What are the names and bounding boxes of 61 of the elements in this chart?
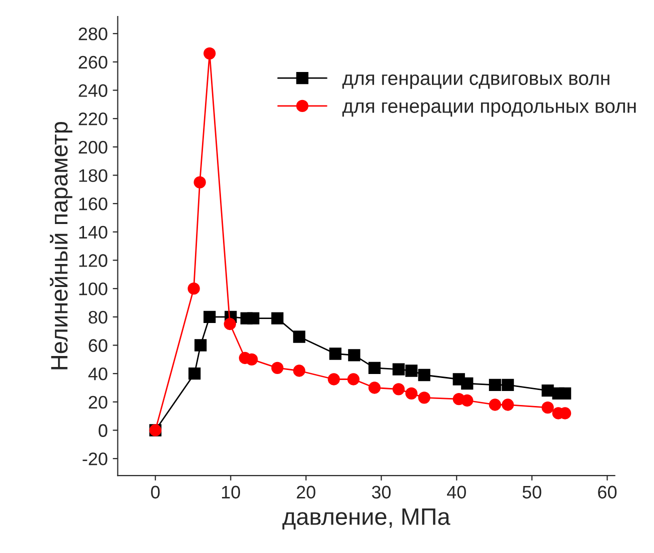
- y-tick-label: 120: [79, 254, 108, 267]
- point: [271, 362, 284, 374]
- y-axis-title: Нелинейный параметр: [50, 122, 72, 370]
- point: [293, 364, 306, 377]
- x-tick-label: 10: [222, 486, 240, 499]
- point: [246, 353, 258, 366]
- point: [405, 387, 418, 400]
- point: [488, 398, 502, 411]
- point: [368, 382, 381, 394]
- y-tick-label: 220: [78, 112, 108, 126]
- point: [502, 398, 514, 411]
- point: [204, 310, 216, 323]
- point: [502, 378, 514, 391]
- point: [488, 378, 502, 391]
- point: [542, 402, 554, 414]
- x-tick-label: 30: [372, 486, 391, 499]
- point: [348, 349, 360, 362]
- point: [329, 348, 342, 360]
- y-tick-label: 180: [79, 169, 108, 182]
- point: [188, 368, 201, 380]
- point: [271, 312, 284, 324]
- point: [247, 312, 260, 324]
- y-tick-label: 240: [78, 84, 108, 97]
- point: [392, 383, 405, 396]
- y-tick-label: 60: [88, 339, 108, 352]
- legend-label: для генрации сдвиговых волн: [342, 74, 610, 89]
- point: [461, 394, 474, 407]
- point: [405, 364, 418, 377]
- y-tick-label: 20: [88, 396, 108, 409]
- y-tick-label: 80: [88, 310, 108, 324]
- y-tick-label: -20: [82, 452, 108, 466]
- y-tick-label: 100: [79, 282, 108, 296]
- legend-label: для генерации продольных волн: [342, 102, 636, 117]
- point: [418, 392, 430, 404]
- point: [542, 384, 554, 397]
- x-tick-label: 40: [446, 486, 466, 499]
- y-tick-label: 260: [78, 56, 108, 69]
- point: [194, 339, 207, 352]
- point: [368, 362, 381, 374]
- y-tick-label: 160: [79, 198, 108, 210]
- point: [293, 330, 306, 343]
- point: [204, 47, 216, 60]
- x-tick-label: 50: [522, 486, 542, 499]
- y-tick-label: 200: [78, 140, 108, 154]
- x-tick-label: 0: [151, 486, 160, 499]
- point: [418, 368, 430, 382]
- y-tick-label: 140: [79, 226, 108, 239]
- point: [558, 387, 572, 400]
- x-axis-title: давление, МПа: [282, 508, 450, 530]
- point: [347, 373, 360, 386]
- point: [194, 176, 206, 188]
- point: [461, 377, 474, 390]
- point: [188, 282, 200, 295]
- y-tick-label: 0: [98, 424, 108, 437]
- y-tick-label: 280: [78, 28, 108, 40]
- point: [224, 318, 236, 330]
- x-tick-label: 60: [598, 486, 617, 499]
- x-tick-label: 20: [296, 486, 316, 499]
- y-tick-label: 40: [88, 368, 108, 380]
- point: [328, 373, 340, 386]
- point: [392, 363, 405, 376]
